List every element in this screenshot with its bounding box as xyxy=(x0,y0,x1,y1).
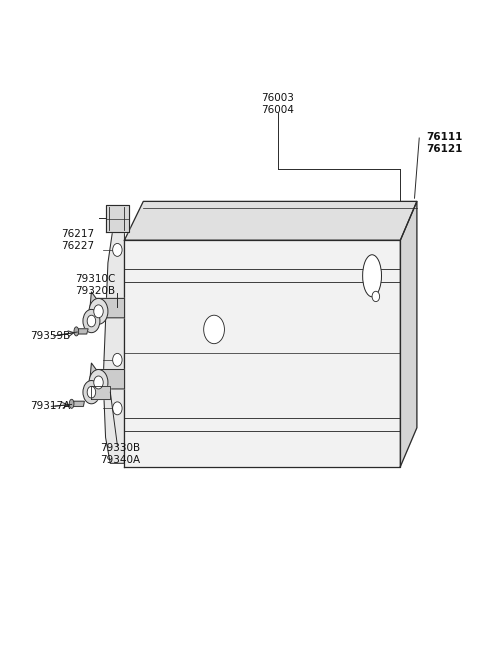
Polygon shape xyxy=(89,363,124,389)
Ellipse shape xyxy=(362,255,382,297)
Ellipse shape xyxy=(74,327,79,336)
Text: 76217
76227: 76217 76227 xyxy=(60,229,94,252)
Circle shape xyxy=(113,244,122,256)
Text: 79330B
79340A: 79330B 79340A xyxy=(100,443,140,464)
Text: 76003
76004: 76003 76004 xyxy=(261,94,294,115)
Circle shape xyxy=(89,299,108,324)
Polygon shape xyxy=(124,240,400,466)
Circle shape xyxy=(83,381,100,403)
Circle shape xyxy=(113,402,122,415)
Circle shape xyxy=(204,315,225,344)
Circle shape xyxy=(89,369,108,396)
Polygon shape xyxy=(124,201,417,240)
Circle shape xyxy=(113,299,122,311)
Circle shape xyxy=(113,353,122,366)
Text: 79317A: 79317A xyxy=(30,402,71,411)
Circle shape xyxy=(87,315,96,327)
Polygon shape xyxy=(91,386,110,399)
Polygon shape xyxy=(106,204,129,232)
Circle shape xyxy=(372,291,380,302)
Circle shape xyxy=(94,376,103,389)
Polygon shape xyxy=(77,329,88,334)
Text: 79359B: 79359B xyxy=(30,331,71,341)
Polygon shape xyxy=(72,402,84,406)
Circle shape xyxy=(83,309,100,333)
Text: 79310C
79320B: 79310C 79320B xyxy=(74,274,115,297)
Circle shape xyxy=(87,386,96,398)
Ellipse shape xyxy=(69,400,74,408)
Polygon shape xyxy=(89,292,124,318)
Polygon shape xyxy=(400,201,417,466)
Text: 76111
76121: 76111 76121 xyxy=(426,132,463,154)
Polygon shape xyxy=(103,211,124,463)
Circle shape xyxy=(94,305,103,318)
